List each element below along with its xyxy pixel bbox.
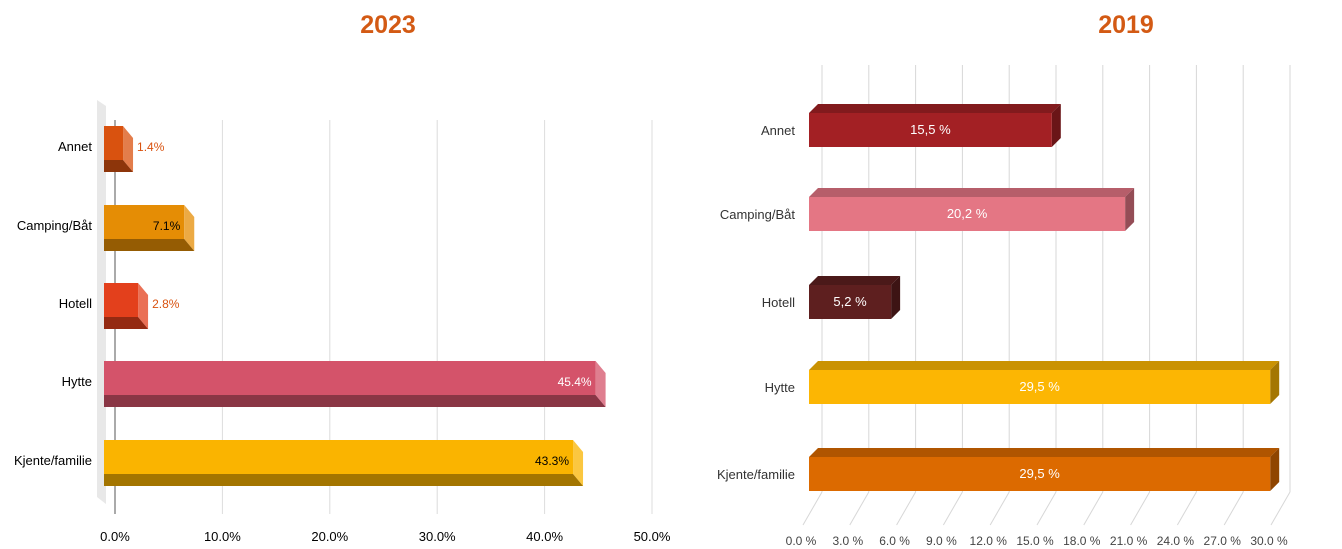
bar-side xyxy=(1125,188,1135,231)
bar-side xyxy=(138,283,149,329)
bar-front xyxy=(104,361,596,395)
right-x-tick: 24.0 % xyxy=(1157,534,1195,548)
bar-front xyxy=(809,457,1271,491)
right-gridline-floor xyxy=(849,491,870,526)
right-gridline-floor xyxy=(942,491,963,526)
bar-side xyxy=(891,276,901,319)
bar-front xyxy=(104,205,185,239)
right-gridline-floor xyxy=(1130,491,1151,526)
bar-top xyxy=(809,104,1061,113)
left-category-label: Annet xyxy=(58,139,92,154)
right-category-label: Hytte xyxy=(765,380,795,395)
bar-front xyxy=(809,370,1271,404)
left-bar-hotell xyxy=(104,283,149,329)
left-x-tick: 10.0% xyxy=(204,529,241,544)
bar-bottom xyxy=(104,317,149,329)
bar-top xyxy=(809,188,1135,197)
right-x-tick: 3.0 % xyxy=(832,534,863,548)
right-gridline-floor xyxy=(1223,491,1244,526)
right-x-tick: 15.0 % xyxy=(1016,534,1054,548)
left-back-wall xyxy=(97,100,106,504)
right-category-label: Camping/Båt xyxy=(720,207,796,222)
bar-side xyxy=(1270,361,1280,404)
bar-bottom xyxy=(104,160,134,172)
chart-title-2019: 2019 xyxy=(1098,11,1154,39)
right-x-tick: 27.0 % xyxy=(1204,534,1242,548)
right-data-label: 5,2 % xyxy=(833,294,867,309)
right-x-tick: 12.0 % xyxy=(970,534,1008,548)
left-bar-hytte xyxy=(104,361,606,407)
right-data-label: 15,5 % xyxy=(910,122,951,137)
bar-side xyxy=(184,205,195,251)
right-x-tick: 9.0 % xyxy=(926,534,957,548)
right-category-label: Hotell xyxy=(762,295,795,310)
bar-front xyxy=(104,440,574,474)
bar-front xyxy=(104,126,124,160)
right-bar-hytte xyxy=(809,361,1280,404)
right-gridline-floor xyxy=(1270,491,1291,526)
bar-front xyxy=(809,197,1126,231)
bar-side xyxy=(1051,104,1061,147)
left-bar-annet xyxy=(104,126,134,172)
left-category-label: Hytte xyxy=(62,374,92,389)
left-category-label: Camping/Båt xyxy=(17,218,93,233)
chart-2023: 0.0% 10.0% 20.0% 30.0% 40.0% 50.0% Annet 1.4% Ca… xyxy=(14,100,671,544)
left-bar-camping-b-t xyxy=(104,205,195,251)
left-data-label: 45.4% xyxy=(558,375,592,389)
bar-side xyxy=(573,440,584,486)
left-data-label: 7.1% xyxy=(153,219,181,233)
right-x-tick: 0.0 % xyxy=(786,534,817,548)
right-bar-hotell xyxy=(809,276,901,319)
right-data-label: 29,5 % xyxy=(1019,466,1060,481)
chart-title-2023: 2023 xyxy=(360,11,416,39)
right-bar-kjente-familie xyxy=(809,448,1280,491)
left-data-label: 2.8% xyxy=(152,297,180,311)
bar-bottom xyxy=(104,395,606,407)
left-category-label: Kjente/familie xyxy=(14,453,92,468)
left-category-label: Hotell xyxy=(59,296,92,311)
bar-top xyxy=(809,448,1280,457)
left-x-tick: 0.0% xyxy=(100,529,130,544)
right-gridline-floor xyxy=(802,491,823,526)
bar-top xyxy=(809,276,901,285)
bar-front xyxy=(809,285,892,319)
left-x-tick: 20.0% xyxy=(311,529,348,544)
right-category-label: Annet xyxy=(761,123,795,138)
right-category-label: Kjente/familie xyxy=(717,467,795,482)
right-gridline-floor xyxy=(1083,491,1104,526)
right-data-label: 20,2 % xyxy=(947,206,988,221)
right-x-tick: 30.0 % xyxy=(1250,534,1288,548)
right-bar-camping-b-t xyxy=(809,188,1135,231)
bar-front xyxy=(104,283,139,317)
bar-front xyxy=(809,113,1052,147)
bar-bottom xyxy=(104,239,195,251)
right-gridline-floor xyxy=(1176,491,1197,526)
left-x-tick: 40.0% xyxy=(526,529,563,544)
bar-side xyxy=(1270,448,1280,491)
left-data-label: 43.3% xyxy=(535,454,569,468)
left-data-label: 1.4% xyxy=(137,140,165,154)
bar-top xyxy=(809,361,1280,370)
right-x-tick: 18.0 % xyxy=(1063,534,1101,548)
bar-side xyxy=(123,126,134,172)
right-gridline-floor xyxy=(1036,491,1057,526)
right-x-tick: 6.0 % xyxy=(879,534,910,548)
right-bar-annet xyxy=(809,104,1061,147)
left-bar-kjente-familie xyxy=(104,440,584,486)
chart-2019: 0.0 % 3.0 % 6.0 % 9.0 % 12.0 % 15.0 % 18.0 % 21… xyxy=(717,65,1291,548)
right-x-tick: 21.0 % xyxy=(1110,534,1148,548)
right-gridline-floor xyxy=(896,491,917,526)
right-data-label: 29,5 % xyxy=(1019,379,1060,394)
bar-side xyxy=(595,361,606,407)
right-gridline-floor xyxy=(989,491,1010,526)
left-x-tick: 30.0% xyxy=(419,529,456,544)
left-x-tick: 50.0% xyxy=(634,529,671,544)
bar-bottom xyxy=(104,474,584,486)
